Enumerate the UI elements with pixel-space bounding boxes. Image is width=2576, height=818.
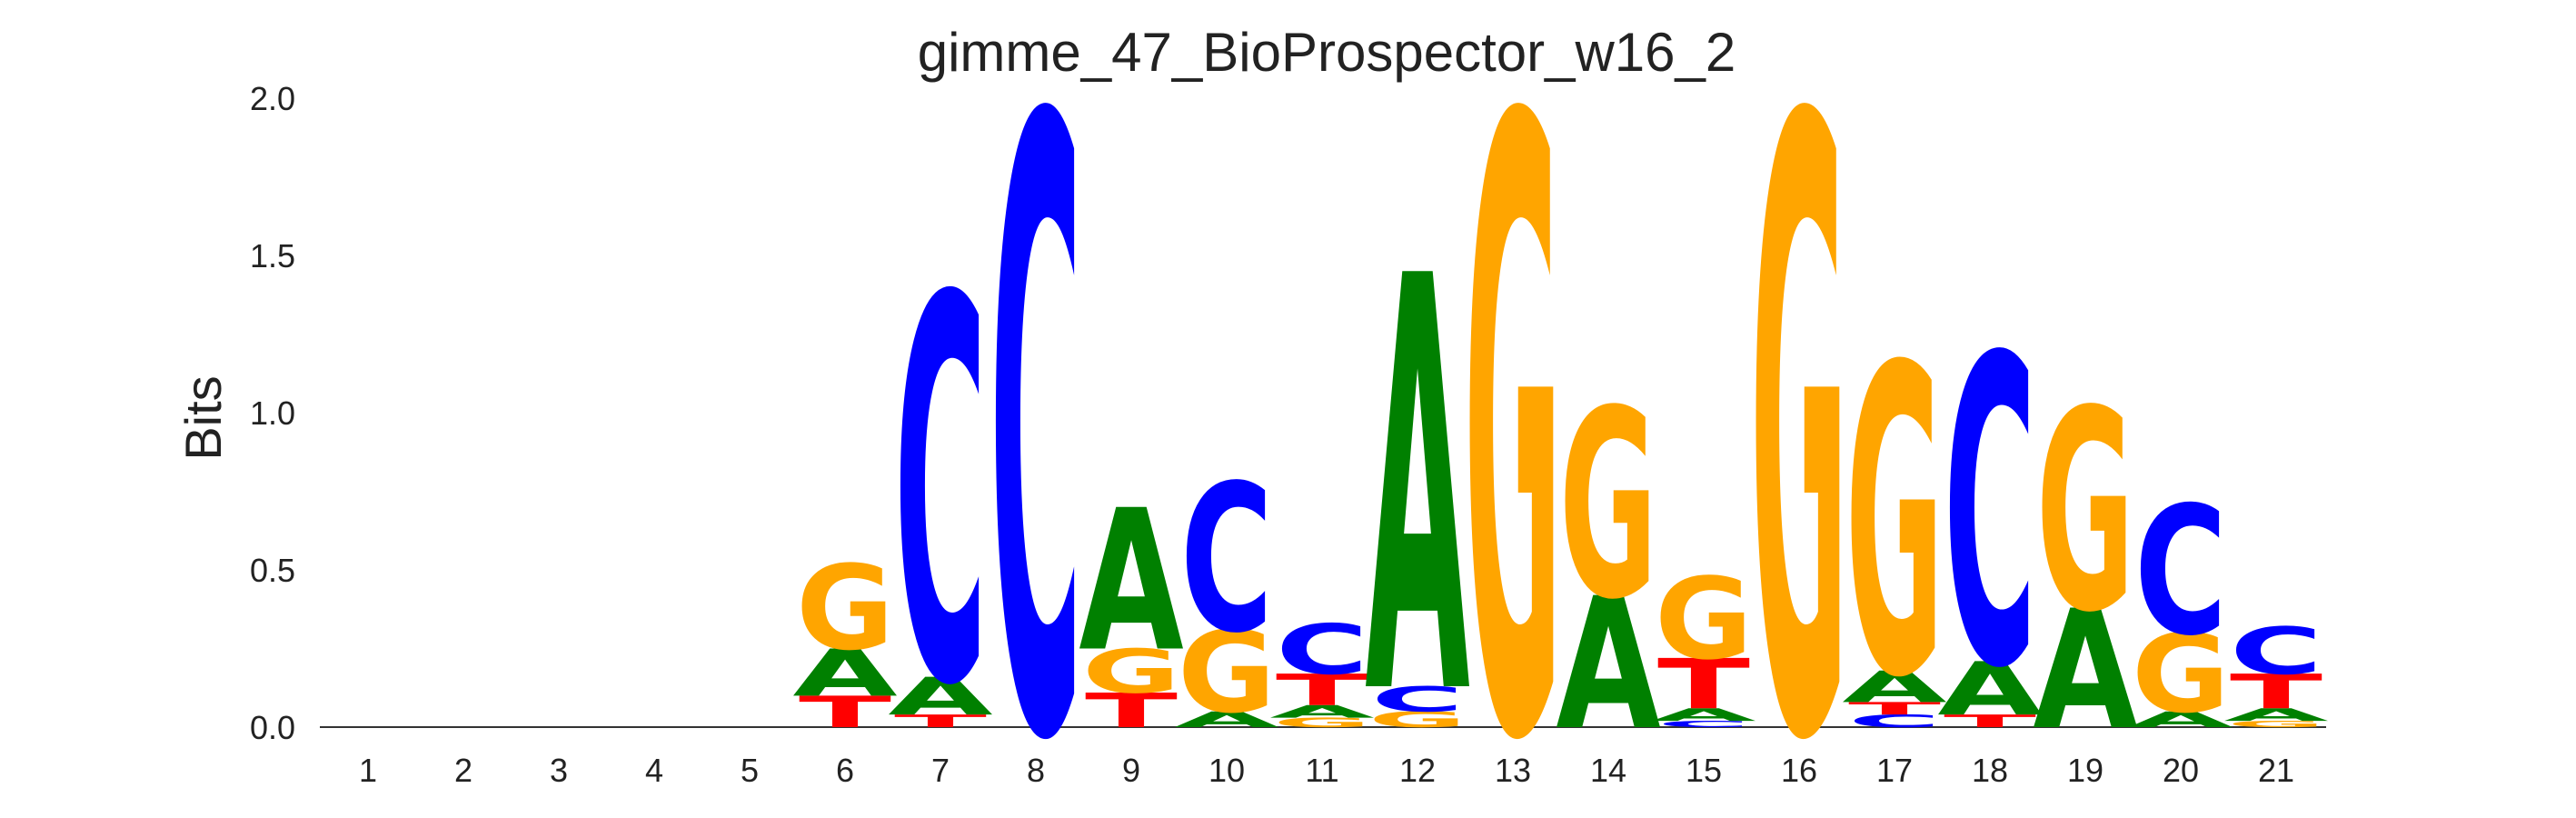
x-tick-label: 10 [1208,752,1245,789]
logo-letter-C: C [2134,469,2227,675]
logo-letter-G: G [2036,353,2134,673]
logo-letter-C: C [894,189,987,802]
y-tick-labels: 0.0 0.5 1.0 1.5 2.0 [250,80,295,746]
logo-letter-A: A [1269,702,1374,722]
y-tick-label: 1.5 [250,237,295,274]
y-tick-label: 1.0 [250,394,295,432]
x-tick-label: 8 [1027,752,1045,789]
x-tick-label: 14 [1590,752,1626,789]
logo-letter-T: T [1085,683,1178,739]
logo-letter-G: G [2132,612,2230,737]
logo-letter-A: A [1365,158,1471,818]
logo-letter-G: G [1845,278,1944,771]
logo-letter-G: G [1750,0,1848,818]
logo-letter-G: G [1464,0,1562,818]
x-tick-label: 1 [359,752,377,789]
logo-letter-T: T [1944,712,2036,732]
logo-letter-A: A [1556,559,1660,770]
logo-letter-A: A [792,636,897,712]
x-tick-label: 2 [454,752,472,789]
y-tick-label: 0.0 [250,709,295,746]
logo-letter-G: G [1655,555,1753,685]
logo-letter-G: G [1368,707,1467,733]
logo-letter-C: C [1944,268,2036,761]
x-tick-label: 20 [2163,752,2199,789]
logo-letter-C: C [1371,680,1464,720]
logo-letter-A: A [1937,647,2043,733]
x-tick-label: 12 [1399,752,1436,789]
logo-letter-G: G [1082,636,1180,707]
logo-letter-G: G [796,540,894,676]
x-tick-label: 5 [741,752,759,789]
x-tick-label: 11 [1305,752,1338,789]
logo-letter-C: C [1180,442,1273,677]
logo-letter-A: A [2128,707,2233,733]
logo-letter-G: G [2227,719,2325,729]
logo-letter-T: T [799,687,891,737]
x-tick-label: 4 [645,752,663,789]
logo-letter-G: G [1559,356,1657,657]
logo-letter-C: C [1848,712,1941,732]
logo-letter-A: A [1174,707,1279,733]
chart-title: gimme_47_BioProspector_w16_2 [918,22,1736,83]
logo-letter-T: T [1657,644,1750,724]
logo-letter-C: C [1657,719,1750,729]
y-axis-label: Bits [174,375,232,460]
x-tick-labels: 1 2 3 4 5 6 7 8 9 10 11 12 13 14 15 16 17 18 19 20 21 [359,752,2294,789]
logo-letter-A: A [2223,705,2328,725]
logo-letter-T: T [2230,664,2322,720]
x-tick-label: 21 [2258,752,2294,789]
logo-letter-C: C [990,0,1082,818]
x-tick-label: 16 [1781,752,1817,789]
logo-letter-T: T [1848,699,1941,719]
logo-letter-A: A [1651,705,1755,725]
logo-letter-A: A [1079,469,1183,694]
logo-letter-T: T [1276,665,1368,715]
x-tick-label: 19 [2067,752,2104,789]
x-tick-label: 9 [1122,752,1140,789]
x-tick-label: 13 [1495,752,1531,789]
logo-letter-A: A [888,666,992,727]
logo-letter-A: A [2033,575,2137,766]
x-tick-label: 7 [931,752,950,789]
x-tick-label: 6 [836,752,854,789]
x-tick-label: 17 [1876,752,1913,789]
logo-letter-A: A [1842,663,1947,713]
logo-letter-C: C [2230,614,2322,690]
y-tick-label: 0.5 [250,552,295,589]
logo-letter-G: G [1273,715,1371,731]
logo-letter-T: T [894,712,987,732]
x-tick-label: 15 [1686,752,1722,789]
x-tick-label: 3 [550,752,568,789]
logo-letter-G: G [1178,609,1276,739]
y-tick-label: 2.0 [250,80,295,117]
x-tick-label: 18 [1972,752,2008,789]
logo-letter-C: C [1276,610,1368,690]
